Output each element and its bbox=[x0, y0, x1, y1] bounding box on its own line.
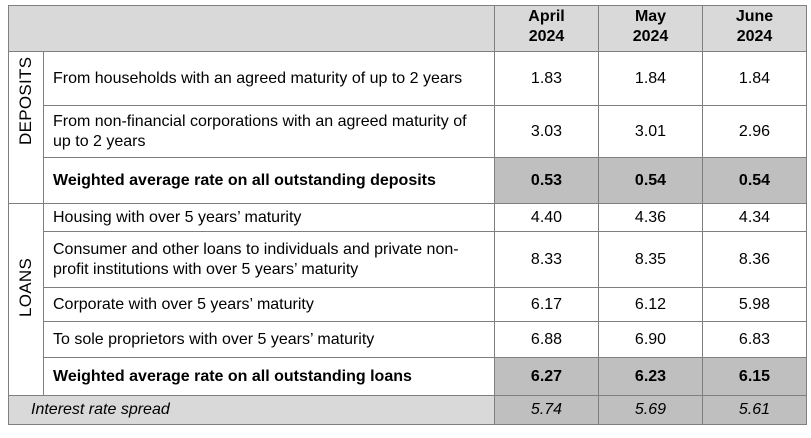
table-row: To sole proprietors with over 5 years’ m… bbox=[9, 321, 807, 358]
header-blank-cell bbox=[8, 5, 495, 52]
group-label-text: DEPOSITS bbox=[16, 56, 35, 145]
header-month-year: 2024 bbox=[528, 28, 565, 45]
table-row: DEPOSITS From households with an agreed … bbox=[8, 51, 807, 204]
row-label: Interest rate spread bbox=[8, 395, 495, 425]
value-cell: 2.96 bbox=[702, 105, 807, 158]
header-month-name: April bbox=[528, 8, 565, 25]
deposits-average-row: Weighted average rate on all outstanding… bbox=[9, 157, 807, 204]
value-cell: 0.54 bbox=[702, 157, 807, 204]
value-cell: 6.90 bbox=[598, 321, 703, 358]
deposits-group-label: DEPOSITS bbox=[8, 51, 44, 204]
header-month-year: 2024 bbox=[736, 28, 773, 45]
value-cell: 6.83 bbox=[702, 321, 807, 358]
value-cell: 1.84 bbox=[702, 51, 807, 106]
value-cell: 6.88 bbox=[494, 321, 599, 358]
value-cell: 6.23 bbox=[598, 357, 703, 396]
row-label: Consumer and other loans to individuals … bbox=[43, 231, 495, 288]
value-cell: 0.54 bbox=[598, 157, 703, 204]
header-month-june: June 2024 bbox=[702, 5, 807, 52]
value-cell: 4.36 bbox=[598, 203, 703, 232]
row-label: To sole proprietors with over 5 years’ m… bbox=[43, 321, 495, 358]
value-cell: 8.35 bbox=[598, 231, 703, 288]
row-label: From households with an agreed maturity … bbox=[43, 51, 495, 106]
spread-row: Interest rate spread 5.74 5.69 5.61 bbox=[8, 395, 807, 425]
table-row: From non-financial corporations with an … bbox=[9, 105, 807, 158]
loans-average-row: Weighted average rate on all outstanding… bbox=[9, 357, 807, 396]
value-cell: 5.98 bbox=[702, 287, 807, 322]
header-month-name: May bbox=[634, 8, 667, 25]
value-cell: 1.83 bbox=[494, 51, 599, 106]
value-cell: 6.12 bbox=[598, 287, 703, 322]
value-cell: 8.36 bbox=[702, 231, 807, 288]
group-label-text: LOANS bbox=[16, 257, 35, 317]
row-label: Weighted average rate on all outstanding… bbox=[43, 357, 495, 396]
value-cell: 6.17 bbox=[494, 287, 599, 322]
value-cell: 3.01 bbox=[598, 105, 703, 158]
value-cell: 1.84 bbox=[598, 51, 703, 106]
value-cell: 4.40 bbox=[494, 203, 599, 232]
value-cell: 8.33 bbox=[494, 231, 599, 288]
value-cell: 6.15 bbox=[702, 357, 807, 396]
header-month-april: April 2024 bbox=[494, 5, 599, 52]
value-cell: 5.69 bbox=[598, 395, 703, 425]
loans-group-label: LOANS bbox=[8, 203, 44, 396]
header-month-may: May 2024 bbox=[598, 5, 703, 52]
value-cell: 5.74 bbox=[494, 395, 599, 425]
row-label: Housing with over 5 years’ maturity bbox=[43, 203, 495, 232]
value-cell: 4.34 bbox=[702, 203, 807, 232]
header-month-name: June bbox=[735, 8, 774, 25]
table-row: LOANS Housing with over 5 years’ maturit… bbox=[8, 203, 807, 396]
interest-rate-table: April 2024 May 2024 June 2024 DEPOSITS F… bbox=[8, 5, 807, 425]
table-row: Consumer and other loans to individuals … bbox=[9, 231, 807, 288]
value-cell: 3.03 bbox=[494, 105, 599, 158]
value-cell: 0.53 bbox=[494, 157, 599, 204]
value-cell: 5.61 bbox=[702, 395, 807, 425]
value-cell: 6.27 bbox=[494, 357, 599, 396]
row-label: Weighted average rate on all outstanding… bbox=[43, 157, 495, 204]
header-month-year: 2024 bbox=[632, 28, 669, 45]
row-label: Corporate with over 5 years’ maturity bbox=[43, 287, 495, 322]
header-row: April 2024 May 2024 June 2024 bbox=[8, 5, 807, 52]
table-row: Corporate with over 5 years’ maturity 6.… bbox=[9, 287, 807, 322]
row-label: From non-financial corporations with an … bbox=[43, 105, 495, 158]
interest-rate-table-container: April 2024 May 2024 June 2024 DEPOSITS F… bbox=[8, 5, 807, 425]
